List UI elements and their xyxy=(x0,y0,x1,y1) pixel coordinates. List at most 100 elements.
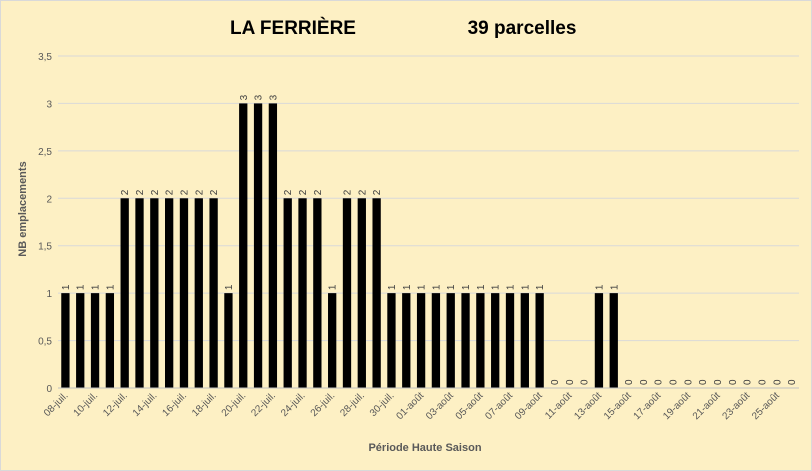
data-label: 1 xyxy=(535,284,546,290)
y-tick-label: 2,5 xyxy=(38,147,52,158)
x-tick-label: 20-juil. xyxy=(220,390,249,419)
x-tick-label: 25-août xyxy=(750,390,782,422)
bar xyxy=(594,293,604,388)
x-tick-label: 21-août xyxy=(691,390,723,422)
data-label: 1 xyxy=(105,284,116,290)
bar xyxy=(239,103,248,388)
y-axis-ticks: 0 0,5 1 1,5 2 2,5 3 3,5 xyxy=(38,52,52,395)
y-tick-label: 3,5 xyxy=(38,52,52,63)
data-label: 1 xyxy=(61,284,72,290)
data-label: 0 xyxy=(550,379,561,385)
y-tick-label: 1 xyxy=(46,289,52,300)
x-axis-label: Période Haute Saison xyxy=(368,442,481,454)
data-label: 2 xyxy=(179,189,190,195)
chart-subtitle: 39 parcelles xyxy=(468,18,577,39)
bar xyxy=(609,293,618,388)
data-labels: 1 1 1 12 2 2 2 2 2 213 3 32 2 212 2 21 1 1 1 1 1 1 1 1 1 10 0 01 10 0… xyxy=(61,94,798,385)
x-tick-label: 30-juil. xyxy=(368,390,397,419)
data-label: 0 xyxy=(743,379,754,385)
x-tick-label: 17-août xyxy=(632,390,664,422)
bar xyxy=(313,198,322,388)
data-label: 1 xyxy=(609,284,620,290)
bar xyxy=(520,293,529,388)
x-tick-label: 18-juil. xyxy=(190,390,219,419)
x-tick-label: 24-juil. xyxy=(279,390,308,419)
bar xyxy=(90,293,100,388)
x-axis-ticks: 08-juil. 10-juil. 12-juil. 14-juil. 16-juil.… xyxy=(42,390,782,422)
data-label: 1 xyxy=(431,284,442,290)
bar xyxy=(402,293,411,388)
bar xyxy=(342,198,352,388)
bar xyxy=(476,293,485,388)
y-tick-label: 0 xyxy=(46,384,52,395)
bar xyxy=(461,293,470,388)
data-label: 2 xyxy=(194,189,205,195)
bar xyxy=(224,293,233,388)
x-tick-label: 28-juil. xyxy=(338,390,367,419)
x-tick-label: 22-juil. xyxy=(249,390,278,419)
data-label: 1 xyxy=(76,284,87,290)
bar xyxy=(253,103,263,388)
x-tick-label: 14-juil. xyxy=(131,390,160,419)
data-label: 0 xyxy=(639,379,650,385)
bars xyxy=(61,103,618,388)
data-label: 2 xyxy=(342,189,353,195)
x-tick-label: 26-juil. xyxy=(309,390,338,419)
y-axis-label: NB emplacements xyxy=(17,161,29,256)
data-label: 1 xyxy=(594,284,605,290)
x-tick-label: 15-août xyxy=(602,390,634,422)
data-label: 1 xyxy=(476,284,487,290)
bar xyxy=(416,293,426,388)
data-label: 2 xyxy=(209,189,220,195)
data-label: 1 xyxy=(461,284,472,290)
x-tick-label: 05-août xyxy=(454,390,486,422)
x-tick-label: 09-août xyxy=(513,390,545,422)
data-label: 1 xyxy=(91,284,102,290)
data-label: 2 xyxy=(120,189,131,195)
data-label: 2 xyxy=(165,189,176,195)
data-label: 0 xyxy=(713,379,724,385)
data-label: 3 xyxy=(268,94,279,100)
x-tick-label: 10-juil. xyxy=(72,390,101,419)
chart-title: LA FERRIÈRE xyxy=(230,17,356,39)
data-label: 0 xyxy=(772,379,783,385)
y-tick-label: 0,5 xyxy=(38,337,52,348)
bar xyxy=(105,293,115,388)
data-label: 2 xyxy=(372,189,383,195)
data-label: 0 xyxy=(654,379,665,385)
bar xyxy=(328,293,337,388)
bar xyxy=(491,293,500,388)
bar xyxy=(120,198,129,388)
data-label: 2 xyxy=(357,189,368,195)
x-tick-label: 16-juil. xyxy=(160,390,189,419)
y-tick-label: 1,5 xyxy=(38,242,52,253)
bar xyxy=(135,198,144,388)
bar xyxy=(298,198,307,388)
data-label: 0 xyxy=(698,379,709,385)
data-label: 0 xyxy=(669,379,680,385)
bar xyxy=(505,293,515,388)
data-label: 1 xyxy=(402,284,413,290)
bar xyxy=(446,293,455,388)
bar xyxy=(268,103,278,388)
bar xyxy=(150,198,159,388)
bar xyxy=(61,293,70,388)
data-label: 2 xyxy=(313,189,324,195)
x-tick-label: 03-août xyxy=(424,390,456,422)
data-label: 0 xyxy=(565,379,576,385)
bar xyxy=(431,293,441,388)
bar xyxy=(387,293,396,388)
x-tick-label: 23-août xyxy=(720,390,752,422)
bar xyxy=(179,198,189,388)
bar xyxy=(357,198,366,388)
data-label: 2 xyxy=(298,189,309,195)
data-label: 1 xyxy=(417,284,428,290)
bar xyxy=(372,198,381,388)
x-tick-label: 01-août xyxy=(394,390,426,422)
bar xyxy=(209,198,218,388)
y-tick-label: 3 xyxy=(46,99,52,110)
data-label: 0 xyxy=(787,379,798,385)
x-tick-label: 11-août xyxy=(543,390,574,421)
data-label: 3 xyxy=(239,94,250,100)
